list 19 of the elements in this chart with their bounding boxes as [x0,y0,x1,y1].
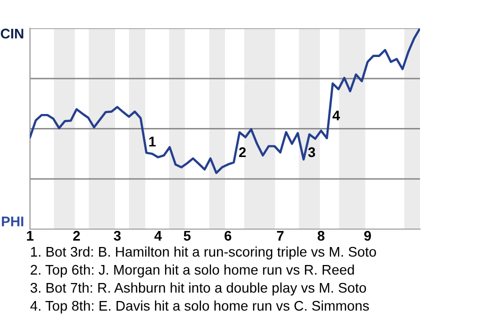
x-tick-label: 9 [364,230,371,241]
annotation: 3 [308,147,316,158]
x-tick-label: 6 [224,230,232,241]
x-tick-label: 1 [27,231,34,241]
text: 2. Top 6th: J. Morgan hit a solo home run vs R. Reed [30,264,354,278]
x-tick-label: 2 [73,230,80,241]
text: 1. Bot 3rd: B. Hamilton hit a run-scoring triple vs M. Soto [31,246,376,260]
x-tick-label: 3 [114,230,121,241]
annotation: 1 [149,136,156,146]
x-tick-label: 5 [184,231,191,241]
x-tick-label: 8 [318,230,324,241]
annotation: 4 [332,110,340,120]
text: 3. Bot 7th: R. Ashburn hit into a double play vs M. Soto [30,282,366,296]
x-tick-label: 4 [154,231,162,241]
annotation: 2 [239,147,246,158]
text: 4. Top 8th: E. Davis hit a solo home run vs C. Simmons [30,300,369,314]
x-tick-label: 7 [277,231,284,241]
text: PHI [2,216,24,226]
text: CIN [0,28,24,39]
